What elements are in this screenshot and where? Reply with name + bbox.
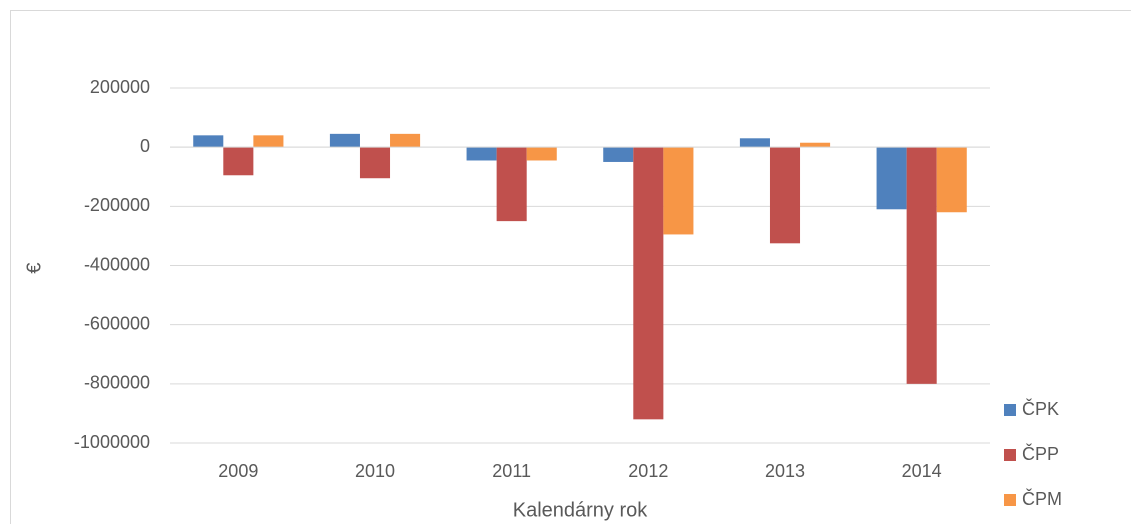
y-axis-title: €: [23, 262, 45, 273]
x-tick-label: 2012: [628, 461, 668, 481]
x-tick-label: 2010: [355, 461, 395, 481]
bar: [739, 138, 770, 148]
bar: [223, 147, 254, 176]
x-tick-label: 2013: [765, 461, 805, 481]
x-axis-title: Kalendárny rok: [513, 499, 649, 521]
x-tick-label: 2011: [492, 461, 531, 481]
y-tick-label: -200000: [84, 195, 150, 215]
y-tick-label: -1000000: [74, 432, 150, 452]
legend-label: ČPK: [1022, 398, 1059, 419]
x-tick-label: 2014: [902, 461, 942, 481]
bar: [526, 147, 557, 161]
legend-label: ČPP: [1022, 443, 1059, 464]
bar: [496, 147, 527, 222]
bar: [359, 147, 391, 179]
legend-swatch: [1004, 494, 1016, 506]
bar: [633, 147, 664, 420]
bar: [603, 147, 634, 162]
bar: [329, 133, 360, 148]
bar: [906, 147, 937, 384]
x-tick-label: 2009: [218, 461, 258, 481]
legend-swatch: [1004, 404, 1016, 416]
y-tick-label: 0: [140, 136, 150, 156]
bar: [800, 142, 831, 148]
bar: [466, 147, 497, 161]
bar: [876, 147, 907, 210]
chart-frame: [10, 10, 1131, 524]
bar: [769, 147, 801, 244]
bar: [936, 147, 967, 213]
legend-label: ČPM: [1022, 488, 1062, 509]
y-tick-label: -400000: [84, 254, 150, 274]
y-tick-label: -600000: [84, 313, 150, 333]
bar: [193, 135, 224, 148]
bar: [253, 135, 284, 148]
bar: [663, 147, 694, 235]
y-tick-label: 200000: [90, 77, 150, 97]
legend-swatch: [1004, 449, 1016, 461]
y-tick-label: -800000: [84, 373, 150, 393]
bar: [390, 133, 421, 148]
